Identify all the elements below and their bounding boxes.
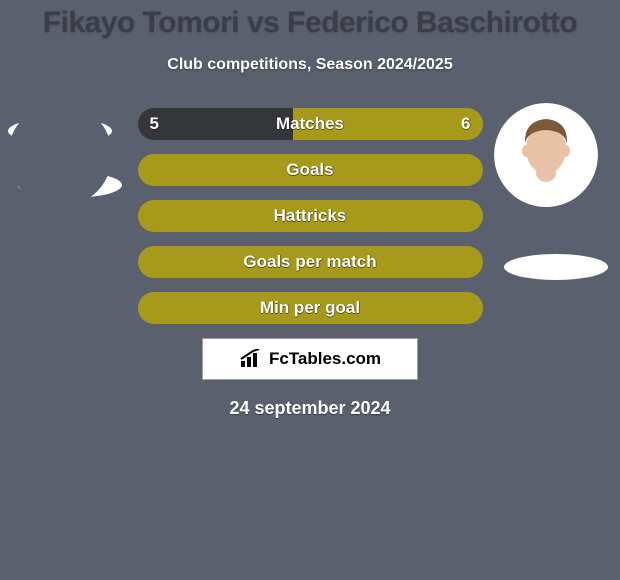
subtitle: Club competitions, Season 2024/2025	[0, 56, 620, 74]
comparison-card: Fikayo Tomori vs Federico Baschirotto Cl…	[0, 0, 620, 580]
footer-date: 24 september 2024	[0, 398, 620, 419]
bar-label: Min per goal	[138, 292, 483, 324]
bar-left-value: 5	[150, 108, 159, 140]
bar-label: Goals	[138, 154, 483, 186]
brand-text: FcTables.com	[269, 349, 381, 369]
bar-left-fill	[138, 108, 293, 140]
bar-row: Goals per match	[138, 246, 483, 278]
brand-chart-icon	[239, 349, 267, 369]
bar-label: Hattricks	[138, 200, 483, 232]
brand-box: FcTables.com	[202, 338, 418, 380]
bar-row: Hattricks	[138, 200, 483, 232]
stage: 56MatchesGoalsHattricksGoals per matchMi…	[0, 108, 620, 324]
bar-row: Min per goal	[138, 292, 483, 324]
bar-right-value: 6	[461, 108, 470, 140]
player-left-avatar	[8, 103, 112, 207]
page-title: Fikayo Tomori vs Federico Baschirotto	[0, 0, 620, 40]
bar-row: Goals	[138, 154, 483, 186]
player-right-avatar	[494, 103, 598, 207]
bar-right-fill	[293, 108, 483, 140]
bar-label: Goals per match	[138, 246, 483, 278]
comparison-bars: 56MatchesGoalsHattricksGoals per matchMi…	[138, 108, 483, 324]
bar-row: 56Matches	[138, 108, 483, 140]
player-right-portrait-icon	[494, 103, 598, 207]
right-avatar-shadow	[504, 254, 608, 280]
